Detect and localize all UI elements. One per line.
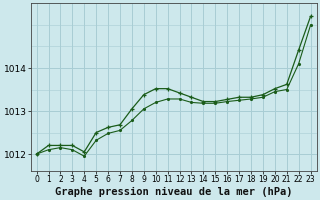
X-axis label: Graphe pression niveau de la mer (hPa): Graphe pression niveau de la mer (hPa): [55, 186, 292, 197]
